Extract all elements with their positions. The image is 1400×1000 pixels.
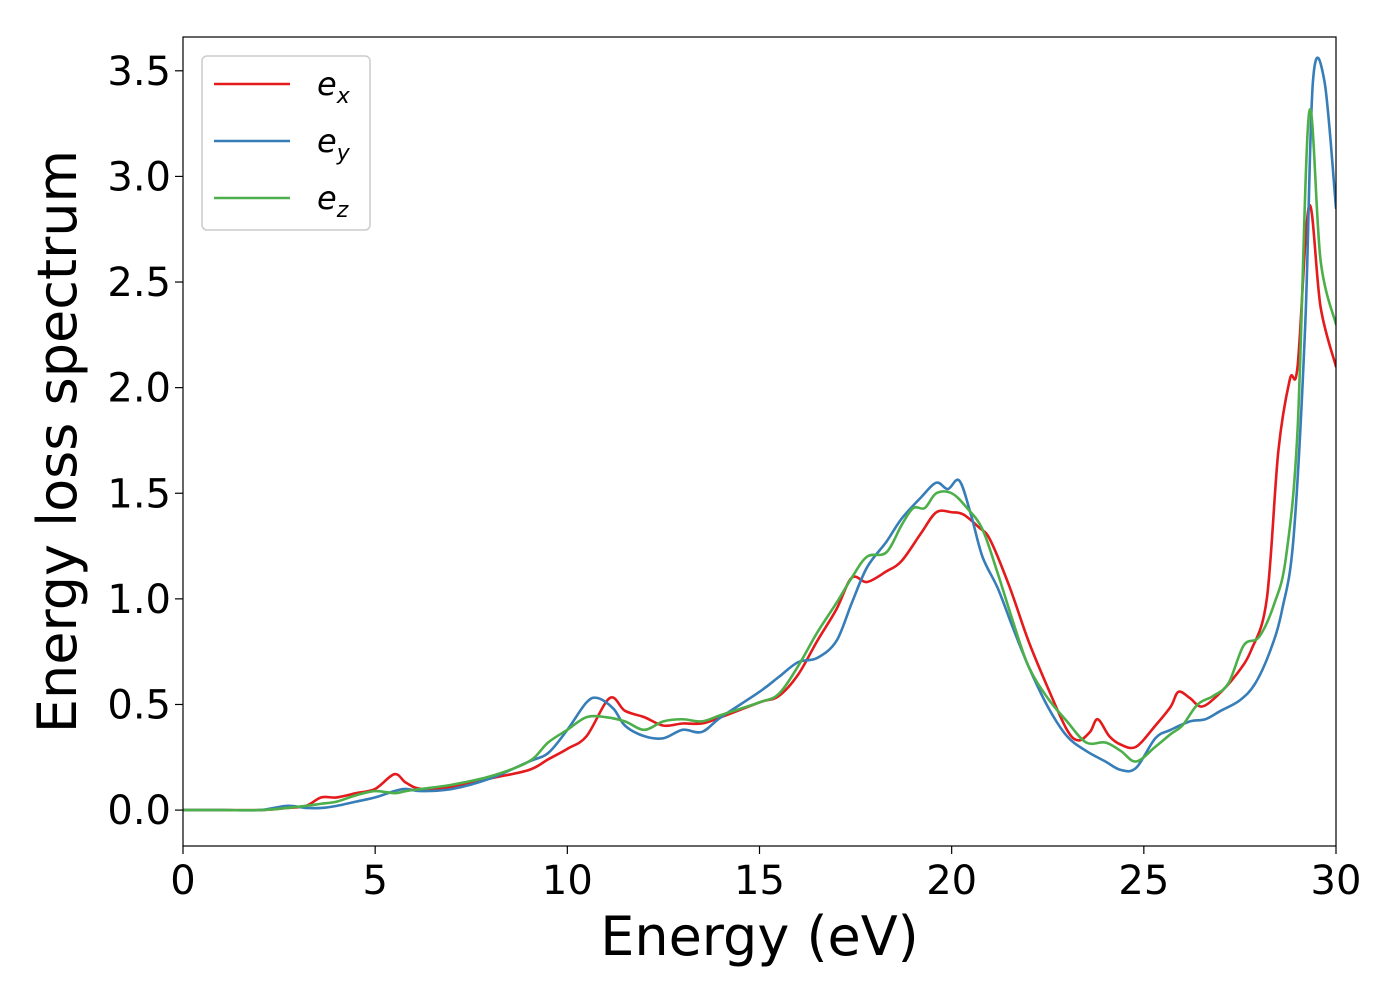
y-tick-label: 1.0 xyxy=(107,577,171,623)
x-tick-label: 20 xyxy=(926,858,977,904)
y-tick-label: 3.0 xyxy=(107,154,171,200)
series-line-ey xyxy=(183,56,1336,812)
y-tick-label: 2.5 xyxy=(107,260,171,306)
series-lines xyxy=(183,56,1336,812)
x-tick-label: 10 xyxy=(542,858,593,904)
legend-label-ex: ex xyxy=(317,65,351,109)
x-tick-label: 15 xyxy=(734,858,785,904)
series-line-ez xyxy=(183,108,1336,812)
legend: ex ey ez xyxy=(201,55,371,231)
x-tick-label: 0 xyxy=(170,858,195,904)
legend-box xyxy=(201,55,371,231)
x-tick-label: 5 xyxy=(362,858,387,904)
legend-label-ez: ez xyxy=(317,179,349,223)
x-axis-title: Energy (eV) xyxy=(600,905,919,968)
y-axis-ticks: 0.0 0.5 1.0 1.5 2.0 2.5 3.0 3.5 xyxy=(107,49,183,834)
legend-label-ey: ey xyxy=(317,122,351,166)
y-tick-label: 3.5 xyxy=(107,49,171,95)
y-tick-label: 1.5 xyxy=(107,471,171,517)
x-tick-label: 25 xyxy=(1118,858,1169,904)
y-axis-title: Energy loss spectrum xyxy=(26,150,89,733)
x-axis-ticks: 0 5 10 15 20 25 30 xyxy=(170,846,1361,904)
y-tick-label: 0.5 xyxy=(107,682,171,728)
y-tick-label: 0.0 xyxy=(107,788,171,834)
y-tick-label: 2.0 xyxy=(107,366,171,412)
x-tick-label: 30 xyxy=(1311,858,1362,904)
